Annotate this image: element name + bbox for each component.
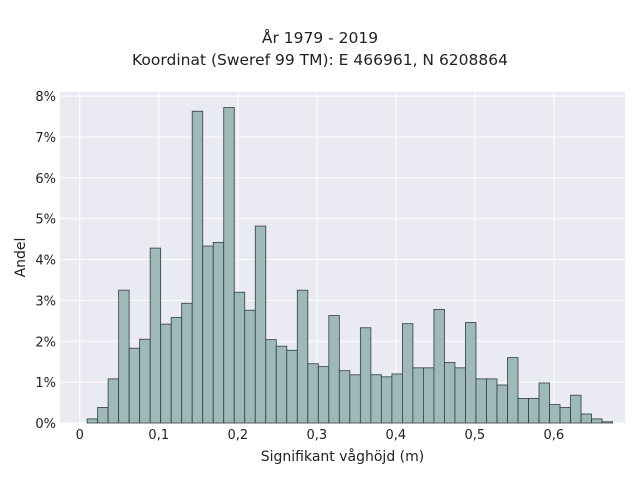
y-tick-label: 8%: [35, 90, 56, 105]
histogram-bar: [181, 302, 193, 424]
y-tick-label: 1%: [35, 376, 56, 391]
histogram-bar: [486, 378, 498, 424]
histogram-bar: [191, 110, 204, 424]
x-tick-label: 0,3: [306, 428, 327, 443]
y-axis-ticks: 0% 1% 2% 3% 4% 5% 6% 7% 8%: [35, 90, 56, 432]
histogram-bar: [118, 289, 130, 424]
y-tick-label: 4%: [35, 254, 56, 269]
histogram-bar: [549, 404, 561, 424]
histogram-bar: [338, 370, 351, 424]
histogram-bar: [370, 374, 382, 424]
histogram-bar: [275, 345, 288, 424]
x-axis-label: Signifikant våghöjd (m): [261, 448, 424, 465]
x-tick-label: 0,6: [544, 428, 565, 443]
x-axis-ticks: 0 0,1 0,2 0,3 0,4 0,5 0,6: [76, 428, 565, 443]
histogram-bar: [223, 107, 235, 424]
y-axis-label: Andel: [13, 238, 29, 278]
histogram-bar: [496, 384, 508, 424]
y-tick-label: 5%: [35, 213, 56, 228]
x-tick-label: 0,5: [465, 428, 486, 443]
x-tick-label: 0,4: [385, 428, 406, 443]
histogram-bar: [317, 366, 330, 424]
histogram-bar: [349, 374, 361, 424]
y-tick-label: 0%: [35, 417, 56, 432]
histogram-bar: [170, 317, 183, 424]
histogram-bar: [475, 378, 487, 424]
histogram-bar: [507, 357, 519, 424]
x-tick-label: 0,2: [227, 428, 248, 443]
histogram-bar: [212, 241, 225, 424]
histogram-bar: [570, 394, 582, 424]
y-tick-label: 2%: [35, 335, 56, 350]
histogram-bar: [538, 382, 550, 424]
chart-title: År 1979 - 2019: [261, 29, 379, 47]
histogram-bar: [307, 363, 319, 424]
histogram-bar: [202, 245, 214, 424]
histogram-bar: [580, 413, 592, 424]
histogram-bar: [401, 323, 414, 424]
histogram-bar: [139, 338, 151, 424]
x-tick-label: 0,1: [148, 428, 169, 443]
histogram-bar: [601, 421, 613, 424]
histogram-bar: [328, 315, 340, 424]
histogram-bar: [86, 418, 99, 424]
histogram-bar: [128, 347, 141, 424]
histogram-bar: [444, 362, 456, 424]
histogram-bar: [254, 225, 267, 424]
chart-subtitle: Koordinat (Sweref 99 TM): E 466961, N 62…: [132, 51, 508, 69]
histogram-bar: [380, 376, 393, 424]
histogram-bar: [233, 291, 246, 424]
histogram-bar: [465, 322, 477, 424]
y-tick-label: 7%: [35, 131, 56, 146]
y-tick-label: 3%: [35, 294, 56, 309]
histogram-bar: [359, 327, 372, 424]
grid-lines: [60, 92, 625, 424]
histogram-bar: [528, 398, 540, 424]
histogram-bar: [433, 308, 445, 424]
histogram-bar: [244, 309, 256, 424]
y-tick-label: 6%: [35, 172, 56, 187]
histogram-bar: [454, 367, 466, 424]
histogram-bar: [423, 367, 435, 424]
histogram-bar: [296, 289, 309, 424]
histogram-bar: [517, 398, 529, 424]
histogram-bar: [591, 418, 603, 424]
histogram-bar: [265, 339, 277, 424]
histogram-bar: [97, 407, 109, 424]
histogram-bar: [107, 378, 120, 424]
histogram-bar: [160, 323, 172, 424]
histogram-bar: [286, 349, 298, 424]
histogram-bar: [412, 367, 424, 424]
x-tick-label: 0: [76, 428, 84, 443]
histogram-bar: [559, 407, 571, 424]
histogram-bar: [391, 373, 403, 424]
histogram-bar: [149, 247, 162, 424]
bars: [86, 107, 613, 424]
